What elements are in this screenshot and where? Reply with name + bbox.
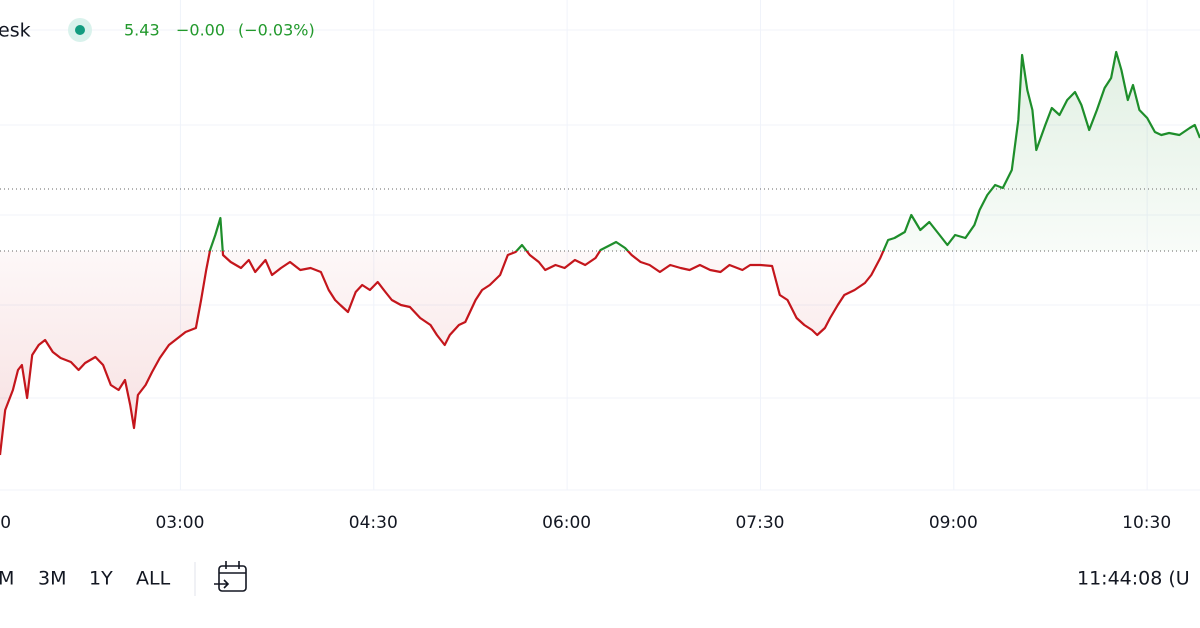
price: 5.43 [124, 21, 160, 40]
price-line [0, 50, 1200, 456]
range-button[interactable]: 1Y [89, 568, 113, 590]
range-button[interactable]: ALL [136, 568, 171, 590]
x-axis: 0 03:00 04:30 06:00 07:30 09:00 10:30 [0, 513, 1171, 533]
toolbar: M 3M 1Y ALL 11:44:08 (U [0, 561, 1190, 596]
x-tick-label: 06:00 [542, 513, 591, 533]
x-tick-label: 07:30 [735, 513, 784, 533]
area [0, 52, 1200, 455]
symbol-title: esk [0, 20, 31, 42]
x-tick-label: 03:00 [155, 513, 204, 533]
x-tick-label: 10:30 [1122, 513, 1171, 533]
change-percent: (−0.03%) [238, 21, 315, 40]
range-button[interactable]: M [0, 568, 14, 590]
range-button[interactable]: 3M [38, 568, 66, 590]
status-dot [75, 25, 85, 35]
change: −0.00 [176, 21, 225, 40]
x-tick-label: 09:00 [929, 513, 978, 533]
date-range-icon[interactable] [214, 561, 247, 592]
plot [0, 50, 1200, 456]
clock: 11:44:08 (U [1077, 568, 1190, 590]
x-tick-label: 04:30 [349, 513, 398, 533]
x-tick-label: 0 [0, 513, 11, 533]
